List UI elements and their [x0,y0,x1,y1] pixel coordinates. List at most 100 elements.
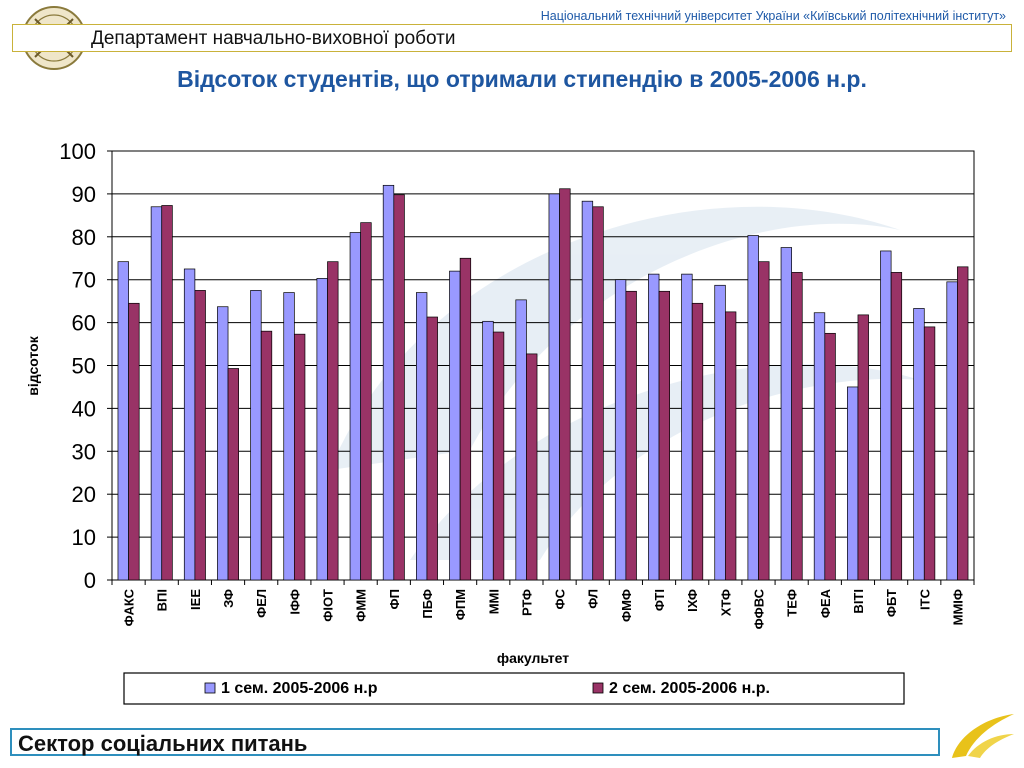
bar-series-2-ФАКС [128,302,140,581]
y-axis-label: відсоток [25,335,41,395]
y-tick-label: 100 [59,139,96,164]
x-tick-label: ІФФ [287,589,302,615]
bar-series-1-ФІОТ [316,278,328,581]
bar-series-2-ХТФ [724,311,737,581]
bar-series-2-ФТІ [658,290,670,581]
bar-series-2-ММІФ [957,266,969,581]
y-tick-label: 30 [72,439,96,464]
bar-series-2-ММІ [492,331,505,581]
x-tick-label: ВПІ [155,589,170,611]
bar-series-2-ІЕЕ [194,290,206,581]
bar-series-2-ІТС [923,326,936,581]
y-tick-label: 90 [72,182,96,207]
bar-series-1-ММІФ [946,281,958,581]
bar-series-2-ВІТІ [857,314,869,581]
bar-series-2-ФП [393,194,405,581]
bar-series-2-ФІОТ [327,261,339,581]
y-tick-label: 40 [72,396,96,421]
x-tick-label: ФП [387,589,402,609]
bar-series-1-ВПІ [150,206,163,581]
bar-series-1-ФПМ [449,270,461,581]
x-tick-label: ЗФ [221,589,236,608]
bar-series-1-ФП [382,184,395,581]
x-tick-label: ІЕЕ [188,589,203,610]
watermark [330,206,920,560]
bar-series-2-РТФ [526,353,538,581]
y-tick-label: 70 [72,268,96,293]
x-tick-label: ФБТ [884,589,899,617]
bar-series-1-ФММ [349,232,362,581]
swoosh-logo [952,714,1014,758]
x-tick-label: ІХФ [685,589,700,612]
bar-series-2-ЗФ [227,368,239,581]
bar-series-1-ІЕЕ [183,268,196,581]
legend: 1 сем. 2005-2006 н.р 2 сем. 2005-2006 н.… [123,672,905,705]
legend-label-series-2: 2 сем. 2005-2006 н.р. [609,680,770,697]
bar-series-1-ТЕФ [780,247,793,581]
bar-series-1-ФФВС [747,235,759,581]
x-tick-label: ФАКС [122,588,137,626]
bar-series-2-ФЕА [824,332,836,581]
bar-series-2-ФЕЛ [260,330,273,581]
bar-series-1-ФС [548,193,560,581]
x-tick-label: ІТС [917,588,932,610]
x-tick-label: РТФ [519,589,534,616]
bar-series-1-ММІ [482,320,494,581]
bar-series-2-ПБФ [426,316,438,581]
x-tick-label: ФМФ [619,589,634,622]
bar-series-1-ФТІ [648,273,660,581]
university-name: Національний технічний університет Украї… [540,9,1006,23]
x-tick-label: ФЕА [818,588,833,618]
bar-series-1-ВІТІ [847,386,859,581]
footer-sector: Сектор соціальних питань [18,731,308,756]
bar-series-2-ФММ [360,222,372,581]
x-tick-label: ММІФ [950,589,965,625]
bar-series-2-ФБТ [890,272,903,581]
chart-title: Відсоток студентів, що отримали стипенді… [177,66,867,92]
x-tick-label: ФФВС [752,588,767,629]
bar-series-2-ФС [559,188,571,581]
bar-series-1-ФЛ [581,200,594,581]
bar-series-1-ФАКС [117,261,129,581]
legend-swatch-series-1 [204,682,216,694]
x-tick-label: ФЛ [586,589,601,609]
x-tick-label: ФІОТ [321,589,336,622]
y-tick-label: 20 [72,482,96,507]
bar-series-1-ІТС [913,308,925,581]
x-tick-label: ФММ [354,589,369,622]
bar-series-1-ПБФ [416,292,428,581]
x-tick-label: ПБФ [420,589,435,619]
x-tick-label: ХТФ [718,589,733,616]
y-tick-label: 50 [72,354,96,379]
bar-series-2-ТЕФ [791,272,803,581]
bar-series-1-ХТФ [714,284,726,581]
bar-series-2-ФМФ [625,290,637,581]
x-tick-label: ВІТІ [851,589,866,614]
bar-series-1-ФБТ [880,250,892,581]
bar-series-1-ІХФ [681,273,693,581]
y-tick-label: 0 [84,568,96,593]
bar-series-2-ФФВС [758,261,770,581]
plot-area: 0 10 20 30 40 50 60 70 80 90 100 ФАКС ВПІ ІЕЕ ЗФ ФЕЛ ІФФ… [59,139,975,629]
bar-chart: 0 10 20 30 40 50 60 70 80 90 100 ФАКС ВПІ ІЕЕ ЗФ ФЕЛ ІФФ… [25,139,975,705]
y-tick-label: 10 [72,525,96,550]
x-tick-label: ММІ [486,589,501,614]
bar-series-2-ФЛ [592,206,604,581]
department-name: Департамент навчально-виховної роботи [91,28,456,49]
x-tick-label: ФС [553,588,568,609]
bar-series-2-ІФФ [293,333,306,581]
x-axis-label: факультет [497,650,569,666]
x-tick-label: ФТІ [652,589,667,611]
x-tick-label: ФПМ [453,589,468,620]
footer-bar: Сектор соціальних питань [10,728,940,756]
x-tick-label: ФЕЛ [254,589,269,618]
bar-series-1-ФМФ [614,279,627,581]
x-tick-label: ТЕФ [785,589,800,617]
bar-series-2-ВПІ [161,205,173,581]
bar-series-1-ФЕЛ [250,290,262,581]
department-bar: Департамент навчально-виховної роботи [12,24,1012,52]
y-tick-label: 60 [72,311,96,336]
bar-series-1-ІФФ [283,292,295,581]
bar-series-2-ФПМ [459,257,472,581]
bar-series-1-ЗФ [217,306,229,581]
